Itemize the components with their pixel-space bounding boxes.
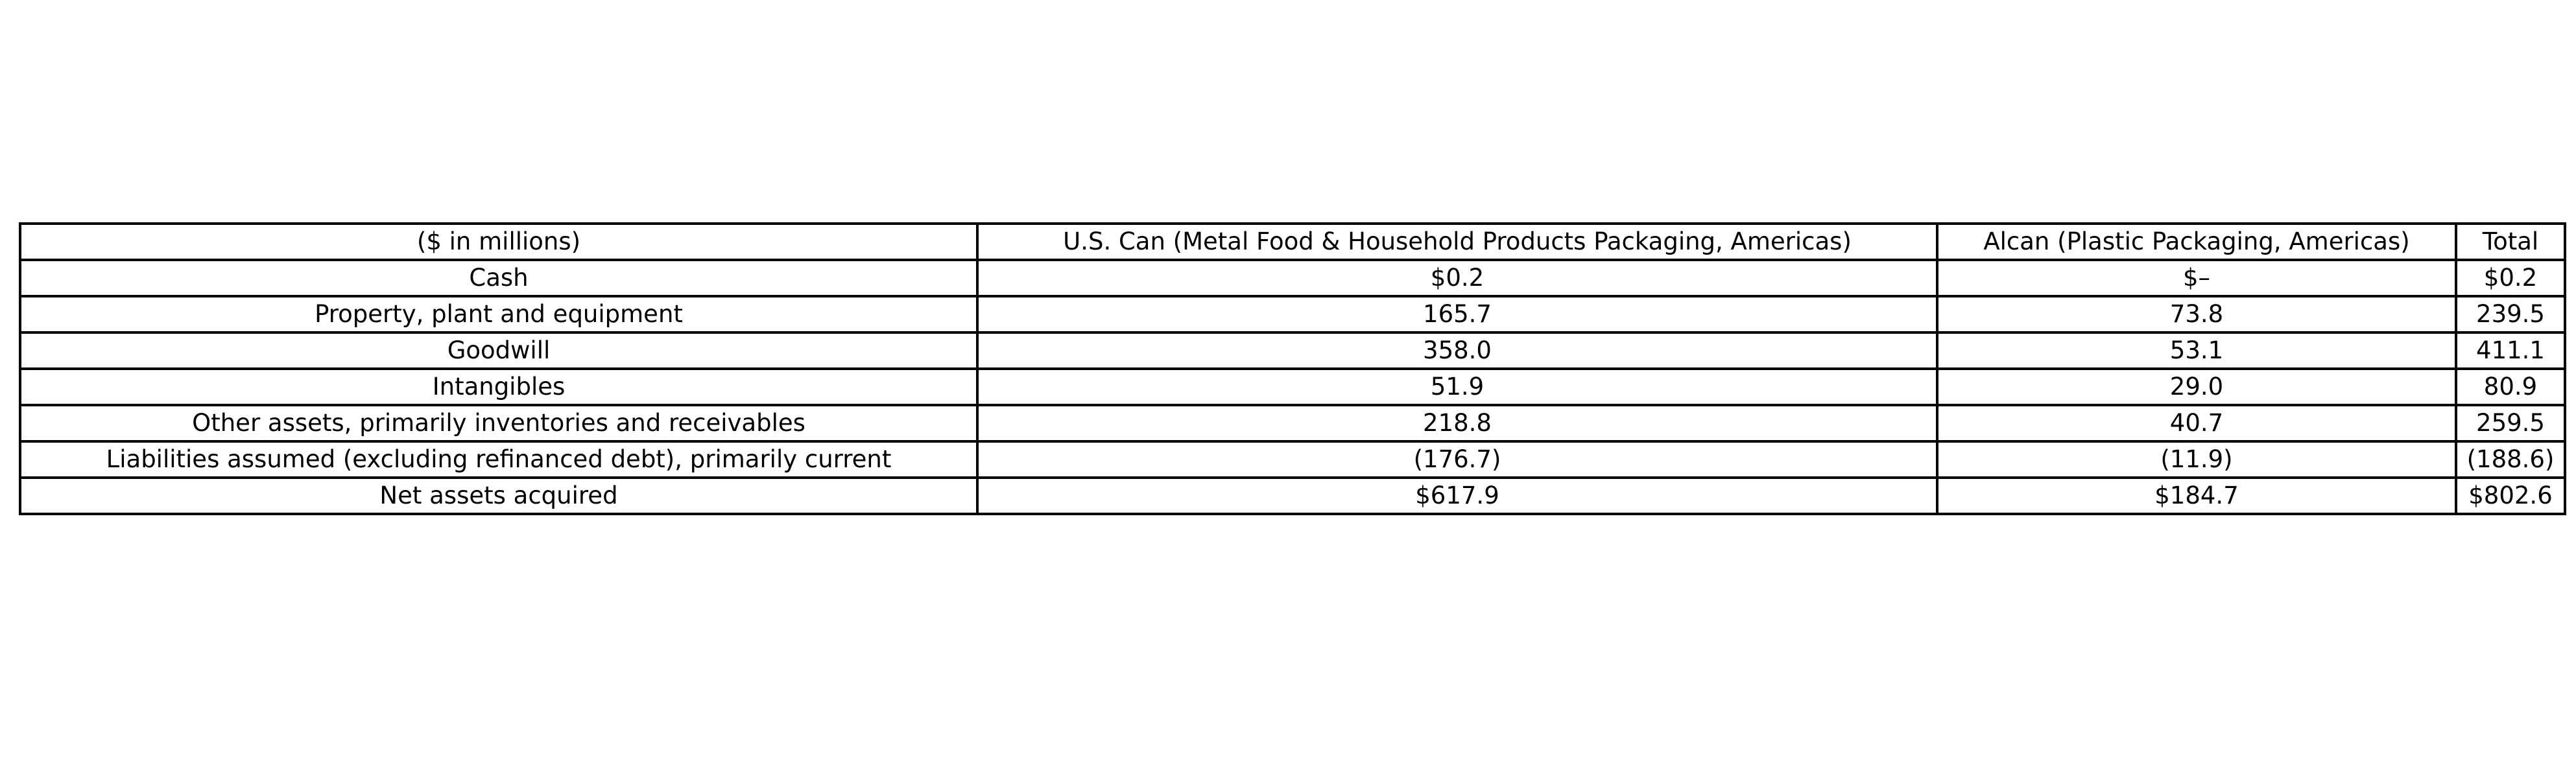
alcan-value: 53.1 <box>1936 331 2457 370</box>
alcan-value: 29.0 <box>1936 367 2457 406</box>
us-can-value: $617.9 <box>976 476 1938 515</box>
us-can-value: 51.9 <box>976 367 1938 406</box>
us-can-value: 165.7 <box>976 295 1938 334</box>
acquisition-table-container: ($ in millions) U.S. Can (Metal Food & H… <box>19 222 2566 515</box>
alcan-value: $184.7 <box>1936 476 2457 515</box>
row-label: Goodwill <box>19 331 979 370</box>
header-cell-alcan: Alcan (Plastic Packaging, Americas) <box>1936 222 2457 261</box>
row-label: Other assets, primarily inventories and … <box>19 404 979 443</box>
table-header-row: ($ in millions) U.S. Can (Metal Food & H… <box>19 222 2566 261</box>
total-value: (188.6) <box>2455 440 2566 479</box>
header-cell-units: ($ in millions) <box>19 222 979 261</box>
table-row: Cash $0.2 $– $0.2 <box>19 259 2566 297</box>
total-value: 411.1 <box>2455 331 2566 370</box>
row-label: Liabilities assumed (excluding refinance… <box>19 440 979 479</box>
total-value: $0.2 <box>2455 259 2566 297</box>
header-cell-us-can: U.S. Can (Metal Food & Household Product… <box>976 222 1938 261</box>
table-row: Liabilities assumed (excluding refinance… <box>19 440 2566 479</box>
row-label: Property, plant and equipment <box>19 295 979 334</box>
us-can-value: $0.2 <box>976 259 1938 297</box>
alcan-value: 40.7 <box>1936 404 2457 443</box>
row-label: Cash <box>19 259 979 297</box>
us-can-value: 218.8 <box>976 404 1938 443</box>
total-value: 239.5 <box>2455 295 2566 334</box>
table-row: Property, plant and equipment 165.7 73.8… <box>19 295 2566 334</box>
table-row: Goodwill 358.0 53.1 411.1 <box>19 331 2566 370</box>
us-can-value: 358.0 <box>976 331 1938 370</box>
row-label: Net assets acquired <box>19 476 979 515</box>
table-row: Net assets acquired $617.9 $184.7 $802.6 <box>19 476 2566 515</box>
us-can-value: (176.7) <box>976 440 1938 479</box>
total-value: $802.6 <box>2455 476 2566 515</box>
alcan-value: $– <box>1936 259 2457 297</box>
row-label: Intangibles <box>19 367 979 406</box>
header-cell-total: Total <box>2455 222 2566 261</box>
alcan-value: (11.9) <box>1936 440 2457 479</box>
acquisition-table: ($ in millions) U.S. Can (Metal Food & H… <box>19 222 2566 515</box>
table-row: Intangibles 51.9 29.0 80.9 <box>19 367 2566 406</box>
table-row: Other assets, primarily inventories and … <box>19 404 2566 443</box>
total-value: 259.5 <box>2455 404 2566 443</box>
alcan-value: 73.8 <box>1936 295 2457 334</box>
total-value: 80.9 <box>2455 367 2566 406</box>
